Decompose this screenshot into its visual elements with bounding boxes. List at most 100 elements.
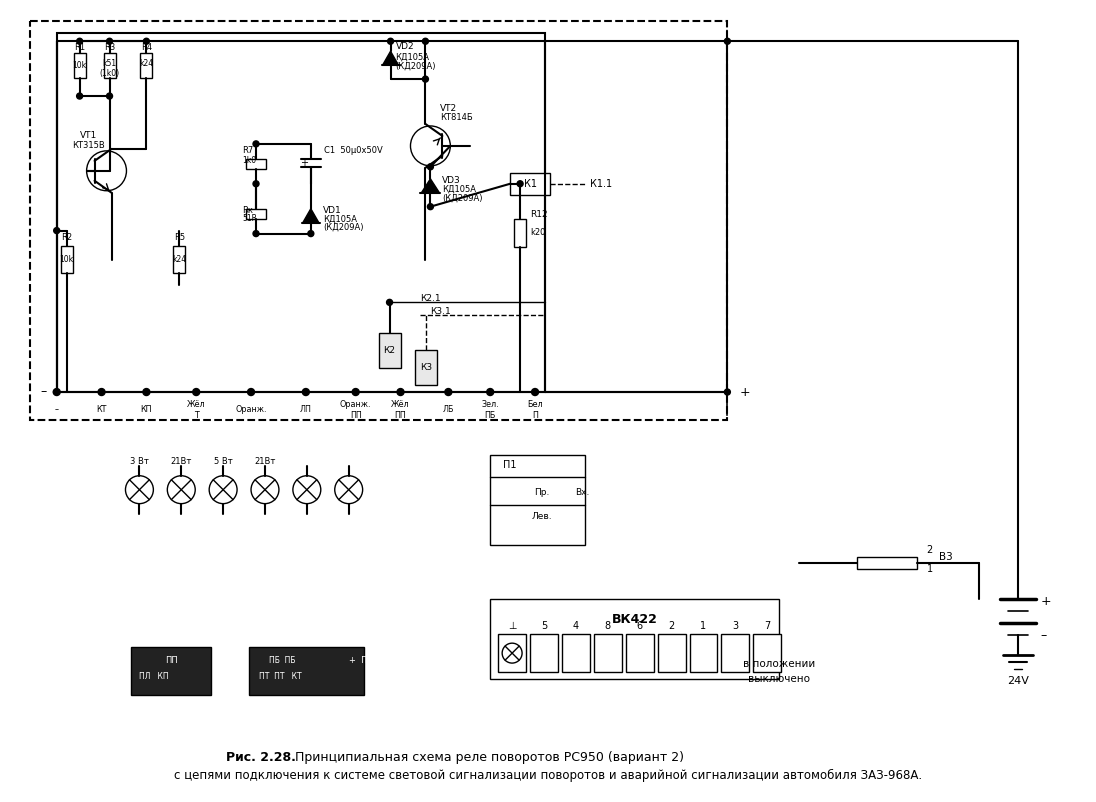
- Circle shape: [724, 389, 730, 395]
- Circle shape: [302, 388, 309, 395]
- Text: 1k0: 1k0: [242, 156, 256, 165]
- Text: C1  50μ0x50V: C1 50μ0x50V: [323, 147, 383, 156]
- Text: –: –: [55, 406, 59, 415]
- Circle shape: [193, 388, 199, 395]
- Circle shape: [144, 38, 149, 44]
- Text: КД105А: КД105А: [323, 214, 357, 223]
- Text: ПБ  ПБ: ПБ ПБ: [269, 655, 296, 665]
- Bar: [626, 634, 653, 672]
- Text: К3.1: К3.1: [431, 307, 452, 316]
- Text: ПЛ   КП: ПЛ КП: [138, 671, 168, 681]
- Text: Рис. 2.28.: Рис. 2.28.: [226, 751, 296, 764]
- Text: k24: k24: [172, 255, 186, 264]
- Bar: [378, 334, 400, 368]
- Bar: [530, 634, 558, 672]
- Text: –: –: [1040, 629, 1047, 642]
- Circle shape: [427, 164, 433, 170]
- Bar: [246, 209, 266, 219]
- Circle shape: [517, 180, 523, 187]
- Bar: [514, 219, 526, 246]
- Circle shape: [77, 93, 82, 99]
- Text: в положении: в положении: [743, 659, 815, 669]
- Bar: [173, 245, 185, 273]
- Text: R12: R12: [530, 210, 548, 219]
- Bar: [510, 172, 550, 195]
- Text: –: –: [41, 386, 47, 399]
- Circle shape: [98, 388, 105, 395]
- Text: R4: R4: [140, 43, 152, 52]
- Text: R1: R1: [75, 43, 85, 52]
- Circle shape: [724, 38, 730, 44]
- Text: Лев.: Лев.: [532, 512, 552, 521]
- Bar: [415, 350, 437, 385]
- Bar: [73, 53, 85, 78]
- Text: k20: k20: [530, 228, 546, 237]
- Text: Rк: Rк: [242, 206, 253, 215]
- Bar: [132, 647, 212, 695]
- Circle shape: [427, 204, 433, 209]
- Bar: [249, 647, 364, 695]
- Bar: [60, 245, 72, 273]
- Text: +: +: [1040, 595, 1051, 608]
- Text: ВК422: ВК422: [612, 613, 658, 626]
- Text: Оранж.: Оранж.: [236, 406, 266, 415]
- Text: VD1: VD1: [323, 206, 342, 215]
- Circle shape: [422, 38, 429, 44]
- Text: VT2: VT2: [441, 103, 457, 112]
- Bar: [490, 599, 779, 679]
- Text: Бел
П: Бел П: [527, 400, 543, 419]
- Text: (1k0): (1k0): [100, 69, 119, 78]
- Bar: [658, 634, 685, 672]
- Text: +  П: + П: [349, 655, 367, 665]
- Bar: [562, 634, 590, 672]
- Text: Вх.: Вх.: [575, 488, 590, 497]
- Circle shape: [248, 388, 254, 395]
- Text: R5: R5: [174, 233, 185, 242]
- Text: k51: k51: [102, 59, 116, 67]
- Text: К3: К3: [421, 363, 433, 371]
- Circle shape: [487, 388, 493, 395]
- Circle shape: [77, 38, 82, 44]
- Text: ПТ  ПТ   КТ: ПТ ПТ КТ: [259, 671, 301, 681]
- Circle shape: [142, 388, 150, 395]
- Text: с цепями подключения к системе световой сигнализации поворотов и аварийной сигна: с цепями подключения к системе световой …: [174, 769, 922, 782]
- Text: Принципиальная схема реле поворотов РС950 (вариант 2): Принципиальная схема реле поворотов РС95…: [290, 751, 684, 764]
- Text: 2: 2: [669, 622, 675, 631]
- Text: 5 Вт: 5 Вт: [214, 457, 232, 466]
- Text: В3: В3: [938, 553, 952, 562]
- Circle shape: [352, 388, 359, 395]
- Bar: [594, 634, 621, 672]
- Text: П1: П1: [503, 460, 517, 470]
- Bar: [689, 634, 718, 672]
- Text: 8: 8: [605, 622, 610, 631]
- Circle shape: [253, 141, 259, 147]
- Text: +: +: [740, 386, 750, 399]
- Text: 6: 6: [637, 622, 642, 631]
- Text: Жёл
ПП: Жёл ПП: [391, 400, 410, 419]
- Text: 2: 2: [927, 545, 933, 556]
- Polygon shape: [302, 209, 319, 223]
- Text: +: +: [300, 158, 308, 168]
- Text: k24: k24: [139, 59, 153, 67]
- Text: КД105А: КД105А: [396, 53, 430, 62]
- Text: VT1: VT1: [80, 132, 98, 140]
- Circle shape: [532, 388, 538, 395]
- Text: 1: 1: [700, 622, 707, 631]
- Text: КТ814Б: КТ814Б: [441, 114, 473, 123]
- Text: ПП: ПП: [164, 655, 178, 665]
- Text: 3: 3: [732, 622, 739, 631]
- Text: Оранж.
ПП: Оранж. ПП: [340, 400, 372, 419]
- Text: VD3: VD3: [443, 176, 461, 185]
- Text: 24V: 24V: [1007, 676, 1029, 686]
- Text: 7: 7: [764, 622, 770, 631]
- Text: 21Вт: 21Вт: [254, 457, 276, 466]
- Text: К2: К2: [384, 346, 396, 354]
- Text: ЛБ: ЛБ: [443, 406, 454, 415]
- Bar: [499, 634, 526, 672]
- Bar: [490, 455, 585, 545]
- Polygon shape: [422, 179, 439, 192]
- Text: ЛП: ЛП: [300, 406, 311, 415]
- Circle shape: [106, 93, 113, 99]
- Circle shape: [388, 38, 393, 44]
- Text: ⊥: ⊥: [507, 622, 516, 631]
